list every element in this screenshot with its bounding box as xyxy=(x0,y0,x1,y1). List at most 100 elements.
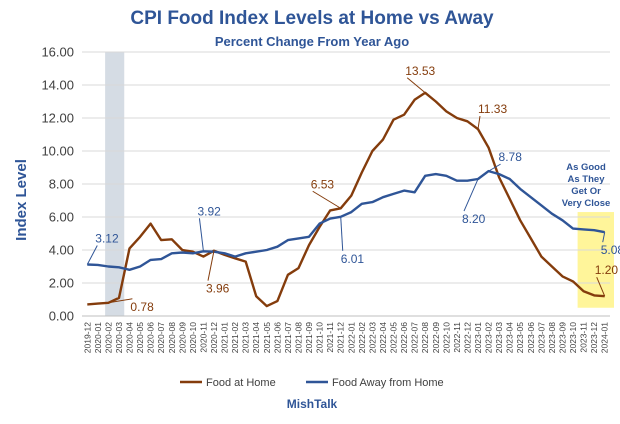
x-tick-label: 2023-09 xyxy=(557,322,567,353)
x-tick-label: 2021-09 xyxy=(304,322,314,353)
x-tick-label: 2022-03 xyxy=(367,322,377,353)
chart-subtitle: Percent Change From Year Ago xyxy=(215,34,409,49)
y-tick-label: 2.00 xyxy=(49,276,74,291)
legend: Food at Home Food Away from Home xyxy=(180,377,444,389)
y-tick-label: 4.00 xyxy=(49,243,74,258)
data-label: 1.20 xyxy=(595,263,619,277)
data-labels: 3.12 0.78 3.92 3.96 6.53 6.01 13.53 11.33 8.20 8.… xyxy=(95,64,620,314)
source-label: MishTalk xyxy=(287,397,338,411)
x-tick-label: 2021-04 xyxy=(251,322,261,353)
note-line: Get Or xyxy=(571,186,601,197)
x-tick-label: 2022-05 xyxy=(389,322,399,353)
y-tick-label: 16.00 xyxy=(41,45,74,60)
callout-line xyxy=(406,77,426,94)
x-tick-label: 2021-07 xyxy=(283,322,293,353)
x-tick-label: 2021-05 xyxy=(262,322,272,353)
x-tick-label: 2021-02 xyxy=(230,322,240,353)
x-tick-label: 2021-03 xyxy=(241,322,251,353)
x-tick-label: 2020-07 xyxy=(156,322,166,353)
x-tick-label: 2020-02 xyxy=(103,322,113,353)
x-tick-label: 2020-01 xyxy=(93,322,103,353)
x-tick-label: 2023-02 xyxy=(484,322,494,353)
data-label: 3.96 xyxy=(206,282,230,296)
x-tick-label: 2022-10 xyxy=(441,322,451,353)
x-tick-label: 2024-01 xyxy=(600,322,610,353)
note-line: As They xyxy=(568,174,606,185)
y-axis-ticks: 0.00 2.00 4.00 6.00 8.00 10.00 12.00 14.00 16.00 xyxy=(41,45,74,324)
data-label: 3.12 xyxy=(95,232,119,246)
x-axis-ticks: 2019-12 2020-01 2020-02 2020-03 2020-04 2020-… xyxy=(82,322,609,353)
y-tick-label: 0.00 xyxy=(49,309,74,324)
x-tick-label: 2020-03 xyxy=(114,322,124,353)
x-tick-label: 2022-06 xyxy=(399,322,409,353)
callout-line xyxy=(312,190,341,209)
callout-line xyxy=(477,115,481,130)
x-tick-label: 2019-12 xyxy=(82,322,92,353)
callout-line xyxy=(207,250,215,281)
data-label: 5.08 xyxy=(601,243,620,257)
x-tick-label: 2021-11 xyxy=(325,322,335,353)
x-tick-label: 2022-02 xyxy=(357,322,367,353)
note-line: As Good xyxy=(566,162,606,173)
callout-line xyxy=(108,298,133,304)
x-tick-label: 2023-07 xyxy=(536,322,546,353)
x-tick-label: 2023-12 xyxy=(589,322,599,353)
x-tick-label: 2020-06 xyxy=(146,322,156,353)
callout-line xyxy=(198,218,204,252)
x-tick-label: 2021-10 xyxy=(315,322,325,353)
gridlines xyxy=(82,51,610,317)
callout-line xyxy=(340,216,344,251)
x-tick-label: 2020-10 xyxy=(188,322,198,353)
data-label: 11.33 xyxy=(478,102,507,116)
series-line-food-at-home xyxy=(87,91,605,308)
series-lines xyxy=(87,91,605,308)
x-tick-label: 2022-11 xyxy=(452,322,462,353)
x-tick-label: 2020-11 xyxy=(198,322,208,353)
x-tick-label: 2020-04 xyxy=(125,322,135,353)
x-tick-label: 2021-01 xyxy=(220,322,230,353)
x-tick-label: 2023-11 xyxy=(579,322,589,353)
x-tick-label: 2023-10 xyxy=(568,322,578,353)
callout-lines xyxy=(86,77,606,304)
x-tick-label: 2020-09 xyxy=(177,322,187,353)
data-label: 8.78 xyxy=(499,150,523,164)
x-tick-label: 2021-12 xyxy=(336,322,346,353)
x-tick-label: 2022-09 xyxy=(431,322,441,353)
y-tick-label: 14.00 xyxy=(41,78,74,93)
x-tick-label: 2022-08 xyxy=(420,322,430,353)
y-axis-label: Index Level xyxy=(13,159,30,241)
callout-line xyxy=(488,163,501,172)
x-tick-label: 2020-12 xyxy=(209,322,219,353)
x-tick-label: 2023-05 xyxy=(515,322,525,353)
x-tick-label: 2023-06 xyxy=(526,322,536,353)
x-tick-label: 2023-08 xyxy=(547,322,557,353)
y-tick-label: 12.00 xyxy=(41,111,74,126)
data-label: 8.20 xyxy=(462,212,486,226)
x-tick-label: 2022-04 xyxy=(378,322,388,353)
x-tick-label: 2021-06 xyxy=(272,322,282,353)
callout-line xyxy=(463,178,479,212)
x-tick-label: 2022-07 xyxy=(410,322,420,353)
data-label: 6.53 xyxy=(311,177,335,191)
x-tick-label: 2022-12 xyxy=(462,322,472,353)
callout-line xyxy=(86,245,98,265)
note-line: Very Close xyxy=(562,198,611,209)
data-label: 6.01 xyxy=(341,252,365,266)
x-tick-label: 2022-01 xyxy=(346,322,356,353)
callout-line xyxy=(602,232,606,243)
x-tick-label: 2021-08 xyxy=(293,322,303,353)
chart-title: CPI Food Index Levels at Home vs Away xyxy=(130,8,494,29)
y-tick-label: 8.00 xyxy=(49,177,74,192)
legend-label-food-at-home: Food at Home xyxy=(206,377,276,389)
x-tick-label: 2020-08 xyxy=(167,322,177,353)
x-tick-label: 2023-01 xyxy=(473,322,483,353)
series-line-food-away xyxy=(87,169,605,271)
legend-label-food-away: Food Away from Home xyxy=(332,377,444,389)
highlight-box xyxy=(577,212,614,308)
x-tick-label: 2023-03 xyxy=(494,322,504,353)
data-label: 13.53 xyxy=(405,64,435,78)
data-label: 0.78 xyxy=(130,300,154,314)
x-tick-label: 2020-05 xyxy=(135,322,145,353)
callout-line xyxy=(596,277,606,297)
